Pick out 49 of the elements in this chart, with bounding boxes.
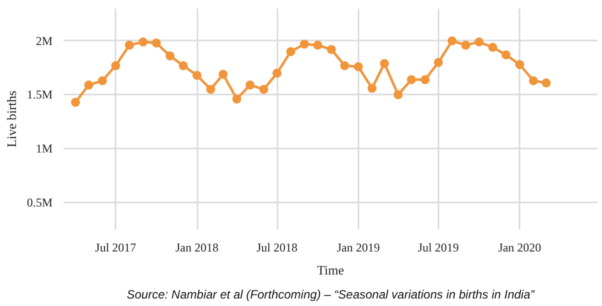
y-axis-title: Live births <box>4 90 19 148</box>
point <box>98 76 107 86</box>
point <box>394 90 403 100</box>
source-note: Source: Nambiar et al (Forthcoming) – “Seasonal variations in births in India” <box>126 288 536 302</box>
point <box>406 75 416 84</box>
point <box>488 42 498 52</box>
point <box>152 38 161 48</box>
point <box>192 70 202 80</box>
point <box>70 98 80 107</box>
point <box>111 61 120 70</box>
y-tick-label: 0.5M <box>26 196 53 210</box>
point <box>124 40 134 50</box>
point <box>286 47 296 56</box>
point <box>313 40 322 50</box>
point <box>218 70 228 79</box>
point <box>84 80 94 90</box>
point <box>300 40 309 49</box>
point <box>542 78 551 88</box>
point <box>340 61 350 70</box>
point <box>166 51 175 60</box>
x-tick-label: Jul 2017 <box>95 240 136 254</box>
point <box>474 37 484 46</box>
point <box>138 37 148 46</box>
x-tick-label: Jan 2018 <box>176 240 218 254</box>
x-axis-title: Time <box>317 262 344 278</box>
point <box>368 84 377 93</box>
point <box>178 61 188 70</box>
point <box>448 36 457 46</box>
point <box>206 84 216 94</box>
x-tick-label: Jul 2018 <box>256 240 298 254</box>
y-tick-label: 1.5M <box>26 88 53 102</box>
x-tick-label: Jul 2019 <box>418 240 459 254</box>
point <box>528 76 538 86</box>
point <box>246 80 255 90</box>
point <box>232 94 242 104</box>
x-tick-label: Jan 2020 <box>498 240 542 254</box>
point <box>501 50 510 60</box>
point <box>380 58 389 68</box>
point <box>434 58 443 67</box>
point <box>259 84 268 94</box>
x-tick-label: Jan 2019 <box>336 240 380 254</box>
point <box>326 44 336 54</box>
point <box>354 62 363 72</box>
point <box>272 68 282 78</box>
point <box>420 75 430 84</box>
y-tick-label: 2M <box>36 34 53 48</box>
point <box>461 40 470 50</box>
point <box>515 60 524 70</box>
y-tick-label: 1M <box>36 142 53 156</box>
